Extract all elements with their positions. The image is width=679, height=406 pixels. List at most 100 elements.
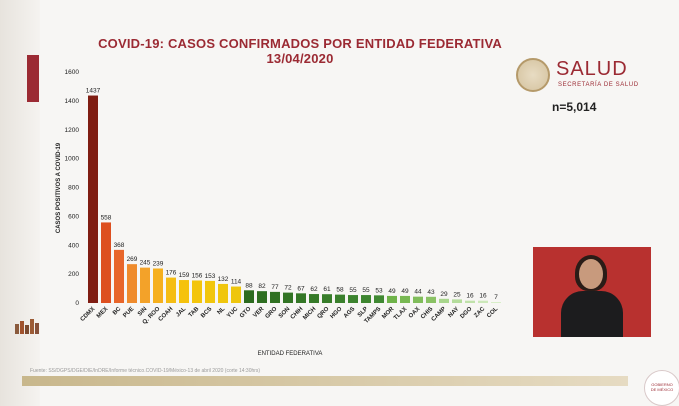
data-label: 1437 bbox=[86, 88, 101, 95]
chart-title: COVID-19: CASOS CONFIRMADOS POR ENTIDAD … bbox=[40, 36, 560, 66]
data-label: 77 bbox=[271, 284, 279, 291]
badge-text: GOBIERNO DE MÉXICO bbox=[650, 382, 674, 392]
data-label: 44 bbox=[414, 289, 422, 296]
chart-title-line2: 13/04/2020 bbox=[266, 51, 334, 66]
x-tick-label: COL bbox=[486, 306, 499, 319]
data-label: 49 bbox=[401, 288, 409, 295]
bar-tab bbox=[192, 280, 202, 303]
data-label: 176 bbox=[166, 270, 177, 277]
data-label: 558 bbox=[101, 214, 112, 221]
x-tick-label: YUC bbox=[226, 306, 240, 320]
x-tick-label: CAMP bbox=[431, 306, 448, 323]
data-label: 67 bbox=[297, 285, 305, 292]
data-label: 62 bbox=[310, 286, 318, 293]
y-tick-label: 0 bbox=[75, 300, 79, 307]
x-tick-label: BCS bbox=[200, 306, 213, 319]
bar-slp bbox=[361, 295, 371, 303]
data-label: 132 bbox=[218, 276, 229, 283]
x-tick-label: MICH bbox=[302, 306, 317, 321]
x-tick-label: ZAC bbox=[473, 306, 486, 319]
bar-chih bbox=[296, 293, 306, 303]
y-tick-label: 400 bbox=[68, 242, 79, 249]
x-tick-label: TLAX bbox=[393, 306, 408, 321]
y-tick-label: 1600 bbox=[65, 69, 80, 76]
y-axis: 0 200 400 600 800 1000 1200 1400 1600 bbox=[65, 69, 80, 307]
bar-tlax bbox=[400, 295, 410, 303]
y-tick-label: 1400 bbox=[65, 98, 80, 105]
data-label: 61 bbox=[323, 286, 331, 293]
data-label: 72 bbox=[284, 285, 292, 292]
bar-dgo bbox=[465, 300, 475, 303]
national-seal-icon bbox=[516, 58, 550, 92]
bar-q-roo bbox=[153, 268, 163, 303]
bar-hgo bbox=[335, 294, 345, 303]
bar-gto bbox=[244, 290, 254, 303]
x-tick-label: HGO bbox=[330, 306, 344, 320]
x-tick-label: COAH bbox=[158, 306, 175, 323]
data-label: 53 bbox=[375, 287, 383, 294]
city-skyline-icon bbox=[15, 319, 39, 334]
bar-jal bbox=[179, 280, 189, 303]
x-tick-label: QRO bbox=[317, 306, 331, 320]
bar-gro bbox=[270, 291, 280, 303]
data-label: 16 bbox=[479, 293, 487, 300]
data-label: 245 bbox=[140, 260, 151, 267]
bar-bc bbox=[114, 249, 124, 303]
bar-qro bbox=[322, 294, 332, 303]
bar-nl bbox=[218, 283, 228, 303]
x-tick-label: GRO bbox=[265, 306, 279, 320]
x-tick-label: MEX bbox=[96, 306, 109, 319]
sign-language-interpreter bbox=[533, 247, 651, 337]
bar-cdmx bbox=[88, 95, 98, 303]
data-label: 7 bbox=[494, 294, 498, 301]
data-label: 82 bbox=[258, 283, 266, 290]
bar-tamps bbox=[374, 295, 384, 303]
x-axis-label: ENTIDAD FEDERATIVA bbox=[258, 351, 323, 357]
source-note: Fuente: SS/DGPS/DGE/DIE/InDRE/Informe té… bbox=[30, 368, 261, 374]
x-tick-label: SIN bbox=[137, 306, 148, 317]
gobierno-badge: GOBIERNO DE MÉXICO bbox=[644, 370, 679, 406]
bar-nay bbox=[452, 299, 462, 303]
data-label: 58 bbox=[336, 287, 344, 294]
x-tick-label: CDMX bbox=[80, 306, 97, 323]
y-tick-label: 200 bbox=[68, 271, 79, 278]
bar-ver bbox=[257, 291, 267, 303]
x-tick-label: PUE bbox=[122, 306, 135, 319]
data-label: 55 bbox=[349, 287, 357, 294]
data-label: 153 bbox=[205, 273, 216, 280]
logo-subtitle: SECRETARÍA DE SALUD bbox=[558, 82, 639, 88]
y-tick-label: 1000 bbox=[65, 156, 80, 163]
data-label: 55 bbox=[362, 287, 370, 294]
x-tick-label: DGO bbox=[460, 306, 474, 320]
y-tick-label: 1200 bbox=[65, 127, 80, 134]
x-tick-label: GTO bbox=[239, 306, 253, 320]
data-label: 49 bbox=[388, 288, 396, 295]
chart-title-line1: COVID-19: CASOS CONFIRMADOS POR ENTIDAD … bbox=[98, 36, 502, 51]
x-tick-label: TAB bbox=[188, 306, 201, 319]
bottom-gold-bar bbox=[22, 376, 628, 386]
data-label: 16 bbox=[466, 293, 474, 300]
y-tick-label: 600 bbox=[68, 213, 79, 220]
x-tick-label: CHIH bbox=[290, 306, 305, 321]
bar-mor bbox=[387, 295, 397, 303]
bar-oax bbox=[413, 296, 423, 303]
logo-name: SALUD bbox=[556, 58, 628, 80]
bar-chis bbox=[426, 296, 436, 303]
data-label: 368 bbox=[114, 242, 125, 249]
bar-col bbox=[491, 301, 501, 303]
x-tick-label: NAY bbox=[448, 306, 461, 319]
data-label: 29 bbox=[440, 291, 448, 298]
salud-logo: SALUD SECRETARÍA DE SALUD bbox=[516, 56, 646, 96]
x-tick-label: NL bbox=[217, 306, 227, 316]
data-label: 88 bbox=[245, 282, 253, 289]
bar-mich bbox=[309, 294, 319, 303]
bar-zac bbox=[478, 300, 488, 303]
accent-bar bbox=[27, 55, 39, 102]
x-tick-label: VER bbox=[252, 306, 265, 319]
x-tick-label: JAL bbox=[175, 306, 187, 318]
interpreter-face bbox=[579, 259, 603, 289]
